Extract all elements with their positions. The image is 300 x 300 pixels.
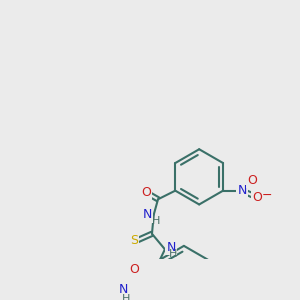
Text: S: S [130, 234, 138, 247]
Text: N: N [167, 241, 176, 254]
Text: −: − [262, 189, 272, 202]
Text: O: O [141, 186, 151, 199]
Text: O: O [253, 191, 262, 204]
Text: N: N [142, 208, 152, 221]
Text: H: H [122, 294, 130, 300]
Text: +: + [246, 179, 253, 188]
Text: H: H [152, 216, 160, 226]
Text: O: O [129, 263, 139, 276]
Text: H: H [169, 249, 178, 259]
Text: N: N [119, 284, 128, 296]
Text: O: O [248, 174, 257, 187]
Text: N: N [237, 184, 247, 197]
